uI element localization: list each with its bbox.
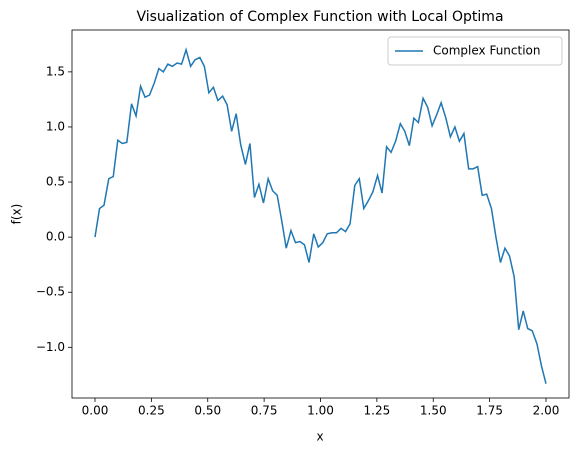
y-axis-label: f(x) [10, 204, 24, 225]
x-tick-label: 1.00 [307, 404, 334, 418]
legend-label: Complex Function [433, 44, 541, 58]
y-tick-label: 1.0 [46, 119, 65, 133]
y-tick-label: −0.5 [36, 285, 65, 299]
plot-frame [71, 29, 570, 399]
x-axis-label: x [316, 430, 323, 444]
y-tick-label: 1.5 [46, 64, 65, 78]
legend-box [387, 36, 563, 66]
x-tick-label: 1.75 [476, 404, 503, 418]
y-tick-label: −1.0 [36, 340, 65, 354]
y-tick-label: 0.0 [46, 230, 65, 244]
x-tick-label: 0.50 [194, 404, 221, 418]
y-tick-label: 0.5 [46, 175, 65, 189]
chart-title: Visualization of Complex Function with L… [136, 9, 503, 25]
x-tick-label: 2.00 [533, 404, 560, 418]
x-tick-label: 1.25 [364, 404, 391, 418]
x-tick-label: 0.00 [82, 404, 109, 418]
x-tick-label: 1.50 [420, 404, 447, 418]
x-tick-label: 0.75 [251, 404, 278, 418]
x-tick-label: 0.25 [138, 404, 165, 418]
line-series [94, 47, 547, 384]
